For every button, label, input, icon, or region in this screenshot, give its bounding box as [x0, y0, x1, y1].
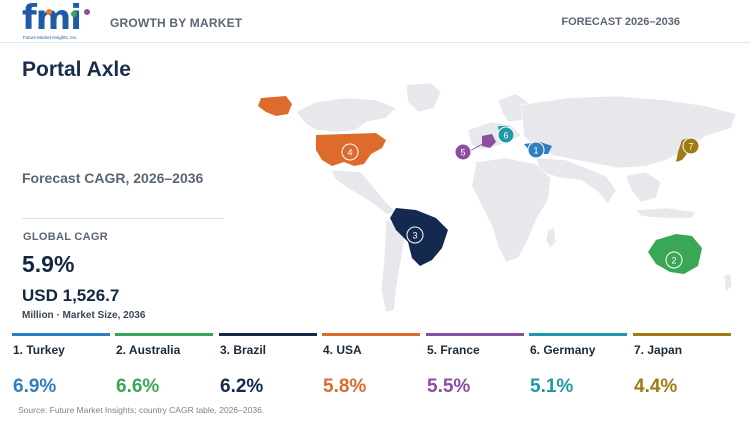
- marker-usa[interactable]: 4: [341, 143, 359, 161]
- country-name: 1. Turkey: [13, 343, 65, 357]
- country-name: 7. Japan: [634, 343, 683, 357]
- country-name: 4. USA: [323, 343, 362, 357]
- color-bar: [633, 333, 731, 336]
- top-bar: fmi Future Market Insights, Inc. GROWTH …: [0, 0, 750, 43]
- marker-japan-label: 7: [688, 142, 693, 152]
- marker-turkey[interactable]: 1: [527, 141, 545, 159]
- color-bar: [529, 333, 627, 336]
- header-section-title: GROWTH BY MARKET: [110, 16, 243, 30]
- page-title: Portal Axle: [22, 58, 131, 81]
- country-legend: 1. Turkey 6.9% 2. Australia 6.6% 3. Braz…: [12, 333, 742, 399]
- country-card-brazil[interactable]: 3. Brazil 6.2%: [219, 333, 317, 399]
- country-name: 5. France: [427, 343, 480, 357]
- divider: [22, 218, 224, 219]
- marker-france[interactable]: 5: [454, 143, 472, 161]
- country-shape-france[interactable]: [482, 134, 496, 148]
- logo-dot-green: [71, 11, 77, 17]
- country-cagr: 5.5%: [427, 376, 471, 397]
- country-card-japan[interactable]: 7. Japan 4.4%: [633, 333, 731, 399]
- market-size-label: Million · Market Size, 2036: [22, 310, 146, 321]
- country-cagr: 5.8%: [323, 376, 367, 397]
- marker-usa-label: 4: [347, 148, 352, 158]
- country-card-turkey[interactable]: 1. Turkey 6.9%: [12, 333, 110, 399]
- country-shape-alaska[interactable]: [258, 96, 292, 116]
- color-bar: [219, 333, 317, 336]
- marker-france-label: 5: [460, 148, 465, 158]
- color-bar: [322, 333, 420, 336]
- marker-brazil-label: 3: [412, 231, 417, 241]
- country-cagr: 5.1%: [530, 376, 574, 397]
- marker-germany[interactable]: 6: [497, 126, 515, 144]
- world-map: 4 3 5 6 1 7 2: [258, 82, 737, 313]
- source-note: Source: Future Market Insights; country …: [18, 405, 265, 415]
- country-card-germany[interactable]: 6. Germany 5.1%: [529, 333, 627, 399]
- fmi-logo[interactable]: fmi Future Market Insights, Inc.: [22, 1, 94, 41]
- country-name: 3. Brazil: [220, 343, 267, 357]
- land-masses: [295, 82, 737, 313]
- header-forecast-label: FORECAST 2026–2036: [561, 16, 680, 28]
- global-cagr-value: 5.9%: [22, 251, 75, 277]
- country-card-usa[interactable]: 4. USA 5.8%: [322, 333, 420, 399]
- logo-subtext: Future Market Insights, Inc.: [23, 35, 78, 40]
- color-bar: [426, 333, 524, 336]
- forecast-subtitle: Forecast CAGR, 2026–2036: [22, 170, 204, 186]
- logo-dot-orange: [46, 9, 52, 15]
- marker-turkey-label: 1: [533, 146, 538, 156]
- country-cagr: 6.2%: [220, 376, 264, 397]
- country-cagr: 6.6%: [116, 376, 160, 397]
- country-card-france[interactable]: 5. France 5.5%: [426, 333, 524, 399]
- marker-germany-label: 6: [503, 131, 508, 141]
- market-size-value: USD 1,526.7: [22, 286, 120, 305]
- country-cagr: 6.9%: [13, 376, 57, 397]
- country-name: 2. Australia: [116, 343, 181, 357]
- country-name: 6. Germany: [530, 343, 596, 357]
- color-bar: [115, 333, 213, 336]
- logo-text: fmi: [22, 0, 82, 38]
- country-card-australia[interactable]: 2. Australia 6.6%: [115, 333, 213, 399]
- color-bar: [12, 333, 110, 336]
- marker-japan[interactable]: 7: [682, 137, 700, 155]
- marker-brazil[interactable]: 3: [406, 226, 424, 244]
- marker-australia-label: 2: [671, 256, 676, 266]
- logo-dot-purple: [84, 9, 90, 15]
- country-cagr: 4.4%: [634, 376, 678, 397]
- global-cagr-label: GLOBAL CAGR: [23, 231, 108, 243]
- marker-australia[interactable]: 2: [665, 251, 683, 269]
